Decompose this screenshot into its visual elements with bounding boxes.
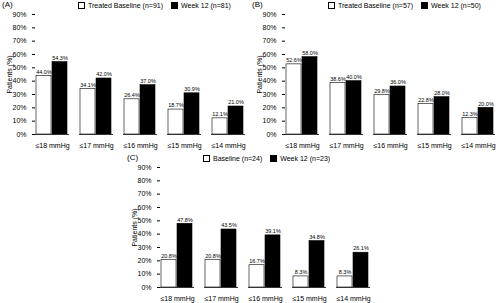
svg-text:≤17 mmHg: ≤17 mmHg xyxy=(79,142,113,150)
svg-text:54.3%: 54.3% xyxy=(52,55,68,61)
svg-text:30%: 30% xyxy=(262,91,276,98)
svg-text:90%: 90% xyxy=(262,11,276,18)
html-text:Week 12 (n=23): Week 12 (n=23) xyxy=(280,155,331,162)
svg-text:≤18 mmHg: ≤18 mmHg xyxy=(35,142,69,150)
svg-text:58.0%: 58.0% xyxy=(302,50,318,56)
svg-text:16.7%: 16.7% xyxy=(249,258,265,264)
svg-text:47.8%: 47.8% xyxy=(177,217,193,223)
svg-text:37.0%: 37.0% xyxy=(140,78,156,84)
svg-text:0%: 0% xyxy=(141,284,151,291)
svg-text:12.3%: 12.3% xyxy=(462,111,478,117)
svg-text:8.3%: 8.3% xyxy=(339,269,352,275)
svg-text:39.1%: 39.1% xyxy=(265,228,281,234)
svg-text:90%: 90% xyxy=(12,11,26,18)
svg-text:70%: 70% xyxy=(12,37,26,44)
html-text:(C): (C) xyxy=(127,153,139,162)
svg-text:40%: 40% xyxy=(137,230,151,237)
svg-text:42.0%: 42.0% xyxy=(96,71,112,77)
html-text:Week 12 (n=81): Week 12 (n=81) xyxy=(181,2,231,9)
svg-text:≤18 mmHg: ≤18 mmHg xyxy=(160,295,194,303)
svg-text:12.1%: 12.1% xyxy=(212,111,228,117)
svg-text:≤15 mmHg: ≤15 mmHg xyxy=(167,142,201,150)
svg-text:90%: 90% xyxy=(137,164,151,171)
svg-text:80%: 80% xyxy=(137,177,151,184)
svg-text:20%: 20% xyxy=(12,104,26,111)
svg-text:43.5%: 43.5% xyxy=(221,222,237,228)
svg-text:0%: 0% xyxy=(266,131,276,138)
svg-text:80%: 80% xyxy=(12,24,26,31)
svg-text:60%: 60% xyxy=(262,51,276,58)
svg-text:29.8%: 29.8% xyxy=(374,88,390,94)
svg-text:20.8%: 20.8% xyxy=(205,253,221,259)
svg-text:≤16 mmHg: ≤16 mmHg xyxy=(123,142,157,150)
svg-text:Patients (%): Patients (%) xyxy=(6,55,14,93)
svg-text:18.7%: 18.7% xyxy=(168,102,184,108)
svg-text:34.1%: 34.1% xyxy=(80,82,96,88)
svg-text:28.0%: 28.0% xyxy=(434,90,450,96)
svg-text:0%: 0% xyxy=(16,131,26,138)
svg-text:30%: 30% xyxy=(12,91,26,98)
svg-text:40.0%: 40.0% xyxy=(346,74,362,80)
svg-text:≤17 mmHg: ≤17 mmHg xyxy=(204,295,238,303)
html-text:Treated Baseline (n=91): Treated Baseline (n=91) xyxy=(88,2,163,9)
svg-text:60%: 60% xyxy=(137,204,151,211)
svg-text:20%: 20% xyxy=(262,104,276,111)
svg-text:10%: 10% xyxy=(137,270,151,277)
svg-text:44.0%: 44.0% xyxy=(36,69,52,75)
svg-text:40%: 40% xyxy=(12,77,26,84)
svg-text:50%: 50% xyxy=(12,64,26,71)
svg-text:36.0%: 36.0% xyxy=(390,79,406,85)
svg-text:≤16 mmHg: ≤16 mmHg xyxy=(248,295,282,303)
svg-text:≤15 mmHg: ≤15 mmHg xyxy=(417,142,451,150)
svg-text:60%: 60% xyxy=(12,51,26,58)
svg-text:≤18 mmHg: ≤18 mmHg xyxy=(285,142,319,150)
svg-text:38.6%: 38.6% xyxy=(330,76,346,82)
svg-text:21.0%: 21.0% xyxy=(228,99,244,105)
html-text:(B): (B) xyxy=(252,0,263,9)
svg-text:50%: 50% xyxy=(262,64,276,71)
html-text:Week 12 (n=50): Week 12 (n=50) xyxy=(431,2,481,9)
svg-text:Patients (%): Patients (%) xyxy=(256,55,264,93)
svg-text:20.8%: 20.8% xyxy=(161,253,177,259)
svg-text:≤14 mmHg: ≤14 mmHg xyxy=(211,142,245,150)
html-text:(A): (A) xyxy=(2,0,13,9)
svg-text:30.9%: 30.9% xyxy=(184,86,200,92)
svg-text:10%: 10% xyxy=(262,117,276,124)
svg-text:80%: 80% xyxy=(262,24,276,31)
svg-text:≤14 mmHg: ≤14 mmHg xyxy=(336,295,370,303)
svg-text:8.3%: 8.3% xyxy=(295,269,308,275)
html-text:Baseline (n=24): Baseline (n=24) xyxy=(213,155,263,162)
svg-text:26.1%: 26.1% xyxy=(353,245,369,251)
svg-text:70%: 70% xyxy=(262,37,276,44)
svg-text:20%: 20% xyxy=(137,257,151,264)
svg-text:≤14 mmHg: ≤14 mmHg xyxy=(461,142,495,150)
svg-text:22.8%: 22.8% xyxy=(418,97,434,103)
svg-text:40%: 40% xyxy=(262,77,276,84)
svg-text:34.8%: 34.8% xyxy=(309,234,325,240)
svg-text:≤17 mmHg: ≤17 mmHg xyxy=(329,142,363,150)
svg-text:52.6%: 52.6% xyxy=(286,57,302,63)
svg-text:70%: 70% xyxy=(137,190,151,197)
svg-text:≤15 mmHg: ≤15 mmHg xyxy=(292,295,326,303)
svg-text:≤16 mmHg: ≤16 mmHg xyxy=(373,142,407,150)
svg-text:26.4%: 26.4% xyxy=(124,92,140,98)
svg-text:Patients (%): Patients (%) xyxy=(131,208,139,246)
html-text:Treated Baseline (n=57): Treated Baseline (n=57) xyxy=(338,2,413,9)
svg-text:20.0%: 20.0% xyxy=(478,101,494,107)
svg-text:50%: 50% xyxy=(137,217,151,224)
svg-text:10%: 10% xyxy=(12,117,26,124)
svg-text:30%: 30% xyxy=(137,244,151,251)
